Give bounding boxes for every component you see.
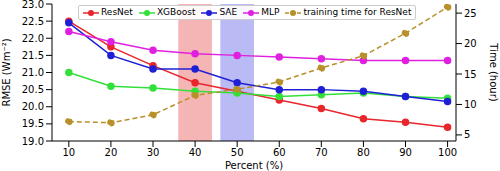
svg-text:20: 20 — [105, 147, 118, 158]
svg-text:60: 60 — [273, 147, 286, 158]
svg-text:15: 15 — [464, 69, 477, 80]
svg-text:22.0: 22.0 — [22, 33, 44, 44]
svg-text:21.5: 21.5 — [22, 50, 44, 61]
svg-text:20.0: 20.0 — [22, 101, 44, 112]
html-text:ResNet: ResNet — [101, 7, 133, 17]
svg-text:100: 100 — [438, 147, 457, 158]
svg-text:20: 20 — [464, 38, 477, 49]
html-text:MLP: MLP — [261, 7, 280, 17]
svg-text:21.0: 21.0 — [22, 67, 44, 78]
svg-text:90: 90 — [399, 147, 412, 158]
svg-text:25: 25 — [464, 8, 477, 19]
svg-text:30: 30 — [147, 147, 160, 158]
svg-text:80: 80 — [357, 147, 370, 158]
svg-text:10: 10 — [62, 147, 75, 158]
svg-text:23.0: 23.0 — [22, 0, 44, 10]
svg-text:Time (hour): Time (hour) — [488, 42, 492, 101]
svg-text:40: 40 — [189, 147, 202, 158]
svg-text:20.5: 20.5 — [22, 84, 44, 95]
svg-text:50: 50 — [231, 147, 244, 158]
svg-text:19.5: 19.5 — [22, 118, 44, 129]
svg-text:19.0: 19.0 — [22, 136, 44, 147]
svg-text:10: 10 — [464, 99, 477, 110]
html-text:XGBoost: XGBoost — [156, 7, 196, 17]
svg-text:Percent (%): Percent (%) — [225, 160, 283, 171]
svg-text:RMSE (Wm⁻²): RMSE (Wm⁻²) — [8, 38, 12, 106]
svg-text:70: 70 — [315, 147, 328, 158]
html-text:SAE: SAE — [219, 7, 238, 17]
svg-text:5: 5 — [464, 129, 470, 140]
html-text:training time for ResNet: training time for ResNet — [303, 7, 412, 17]
svg-text:22.5: 22.5 — [22, 16, 44, 27]
